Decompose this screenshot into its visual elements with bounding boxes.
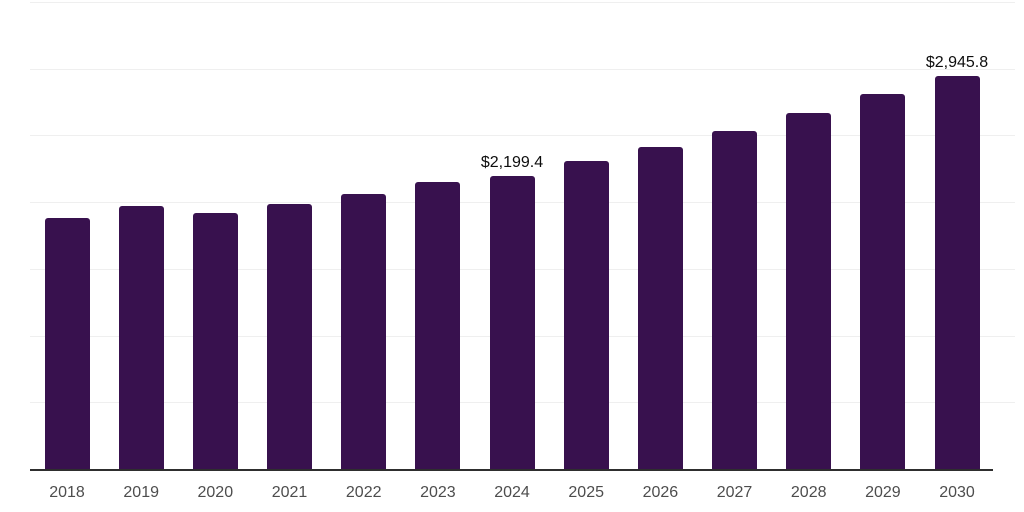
bar-2028[interactable] [786, 113, 832, 469]
x-tick-2019: 2019 [123, 484, 159, 501]
bar-2025[interactable] [563, 161, 609, 469]
bar-2024[interactable] [489, 175, 535, 469]
data-label-2024: $2,199.4 [480, 153, 544, 171]
bar-2020[interactable] [192, 213, 238, 469]
x-tick-2029: 2029 [865, 484, 901, 501]
x-tick-2020: 2020 [197, 484, 234, 501]
bar-2018[interactable] [44, 217, 90, 469]
x-tick-2021: 2021 [271, 484, 308, 501]
x-tick-2023: 2023 [420, 484, 456, 501]
x-tick-2026: 2026 [642, 484, 679, 501]
x-tick-2027: 2027 [716, 484, 753, 501]
bar-2023[interactable] [415, 182, 461, 469]
bar-2022[interactable] [341, 193, 387, 469]
gridline-3500 [30, 2, 1015, 3]
bar-2021[interactable] [267, 203, 312, 469]
x-tick-2022: 2022 [345, 484, 382, 501]
gridline-3000 [30, 68, 1015, 70]
data-label-2030: $2,945.8 [925, 53, 989, 71]
x-tick-2028: 2028 [790, 484, 827, 501]
x-tick-2030: 2030 [939, 484, 975, 501]
x-tick-2024: 2024 [494, 484, 530, 501]
bar-2030[interactable] [934, 75, 980, 469]
x-tick-2025: 2025 [568, 484, 604, 501]
gridline-2500 [30, 135, 1015, 137]
x-axis-line [30, 469, 993, 471]
x-tick-2018: 2018 [49, 484, 85, 501]
bar-2019[interactable] [118, 205, 164, 469]
bar-2026[interactable] [637, 146, 683, 469]
bar-2027[interactable] [712, 131, 757, 469]
bar-2029[interactable] [860, 94, 906, 469]
